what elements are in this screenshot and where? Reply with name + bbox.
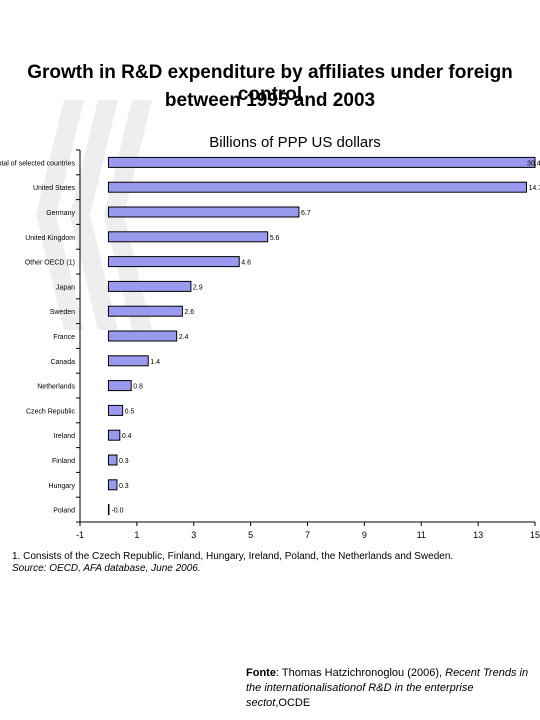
citation: Fonte: Thomas Hatzichronoglou (2006), Re…: [246, 666, 536, 711]
data-label: 0.8: [133, 384, 143, 391]
footnote: 1. Consists of the Czech Republic, Finla…: [12, 551, 454, 562]
bar: [107, 479, 118, 491]
bar: [107, 156, 536, 168]
bar: [107, 380, 132, 392]
citation-label: Fonte: [246, 667, 276, 679]
x-tick-label: 5: [248, 530, 253, 540]
x-tick-label: 9: [362, 530, 367, 540]
category-label: Sweden: [50, 309, 75, 316]
data-label: 0.5: [125, 408, 135, 415]
x-tick-label: 1: [134, 530, 139, 540]
bar: [107, 330, 178, 342]
category-label: United Kingdom: [25, 235, 75, 242]
data-label: 4.6: [241, 260, 251, 267]
category-label: Ireland: [54, 433, 76, 440]
data-label: 0.4: [122, 433, 132, 440]
category-label: Total of selected countries: [0, 160, 75, 167]
bar: [107, 256, 240, 268]
x-tick-label: 15: [530, 530, 540, 540]
bar: [107, 404, 124, 416]
bar: [107, 231, 269, 243]
category-label: Other OECD (1): [25, 260, 75, 267]
category-label: Canada: [50, 359, 75, 366]
data-label: 2.4: [179, 334, 189, 341]
bar: [107, 206, 300, 218]
data-label: 14.7: [528, 185, 540, 192]
chart-title: Growth in R&D expenditure by affiliates …: [27, 62, 513, 105]
data-label: 0.3: [119, 483, 129, 490]
source-note: Source: OECD, AFA database, June 2006.: [12, 563, 201, 574]
citation-author: : Thomas Hatzichronoglou (2006),: [275, 667, 446, 679]
x-tick-label: 7: [305, 530, 310, 540]
data-label: 2.9: [193, 284, 203, 291]
data-label: 2.6: [184, 309, 194, 316]
x-tick-label: 11: [417, 530, 426, 540]
category-label: Japan: [56, 284, 75, 291]
category-label: Czech Republic: [26, 408, 76, 415]
x-tick-label: 3: [191, 530, 196, 540]
chart-subtitle: Billions of PPP US dollars: [209, 134, 381, 151]
data-label: -0.0: [111, 508, 123, 515]
bar: [107, 429, 121, 441]
category-label: Netherlands: [37, 384, 75, 391]
data-label: 1.4: [150, 359, 160, 366]
chart-title-line2: between 1995 and 2003: [164, 90, 376, 111]
citation-publisher: ,OCDE: [275, 697, 311, 709]
category-label: Germany: [46, 210, 75, 217]
bar: [107, 305, 183, 317]
category-label: United States: [33, 185, 76, 192]
bar: [107, 355, 149, 367]
x-tick-label: 13: [473, 530, 483, 540]
x-tick-label: -1: [76, 530, 84, 540]
category-label: Poland: [53, 508, 75, 515]
data-label: 0.3: [119, 458, 129, 465]
citation-title: Recent Trends in the internationalisatio…: [246, 667, 529, 709]
bar: [107, 280, 192, 292]
data-label: 6.7: [301, 210, 311, 217]
bar: [107, 181, 527, 193]
category-label: France: [53, 334, 75, 341]
bar: [107, 454, 118, 466]
bar: [107, 504, 110, 516]
data-label: 5.6: [270, 235, 280, 242]
category-label: Hungary: [49, 483, 76, 490]
category-label: Finland: [52, 458, 75, 465]
data-label: 30.4: [527, 160, 540, 167]
